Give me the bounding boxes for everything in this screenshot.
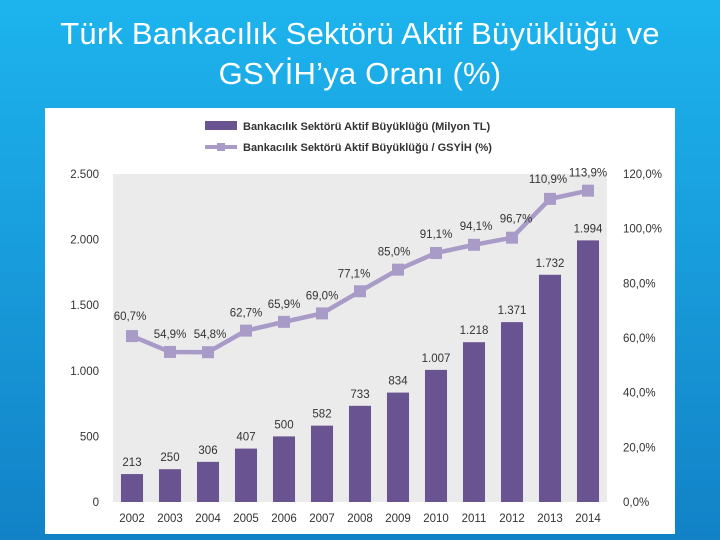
- bar: [424, 369, 448, 502]
- bar-value-label: 1.371: [498, 305, 527, 317]
- legend: Bankacılık Sektörü Aktif Büyüklüğü (Mily…: [205, 121, 492, 154]
- bar-value-label: 213: [122, 457, 141, 469]
- ratio-marker: [202, 346, 214, 359]
- ratio-value-label: 69,0%: [306, 290, 339, 302]
- slide-title: Türk Bankacılık Sektörü Aktif Büyüklüğü …: [0, 14, 720, 94]
- x-tick-label: 2006: [271, 513, 297, 525]
- ratio-value-label: 77,1%: [338, 268, 371, 280]
- y-left-tick-label: 0: [93, 497, 99, 509]
- legend-swatch-bar: [205, 121, 237, 130]
- bar: [234, 448, 258, 502]
- bar-value-label: 1.218: [460, 325, 489, 337]
- bar: [310, 425, 334, 502]
- x-tick-label: 2002: [119, 513, 145, 525]
- x-tick-label: 2012: [499, 513, 525, 525]
- bar-value-label: 500: [274, 419, 293, 431]
- ratio-value-label: 60,7%: [114, 311, 147, 323]
- ratio-marker: [316, 307, 328, 320]
- y-right-tick-label: 20,0%: [623, 442, 656, 454]
- bar-value-label: 1.994: [574, 223, 603, 235]
- ratio-marker: [240, 324, 252, 337]
- y-left-tick-label: 1.000: [70, 366, 99, 378]
- ratio-marker: [468, 238, 480, 251]
- combo-chart: 213 250 306 407 500 582 733 834 1.007 1.218 1.371 1…: [70, 121, 662, 525]
- ratio-value-label: 54,9%: [154, 329, 187, 341]
- y-right-tick-label: 100,0%: [623, 224, 662, 236]
- ratio-value-label: 113,9%: [569, 168, 607, 180]
- legend-swatch-marker: [217, 143, 225, 151]
- line-series: 60,7% 54,9% 54,8%62,7% 65,9% 69,0% 77,1% 85,0%…: [114, 168, 607, 359]
- y-left-tick-label: 2.000: [70, 235, 99, 247]
- ratio-marker: [430, 246, 442, 259]
- axes: 0 500 1.000 1.500 2.000 2.500 0,0% 20,0% 40,0% 60…: [70, 169, 662, 525]
- legend-label-bar: Bankacılık Sektörü Aktif Büyüklüğü (Mily…: [243, 121, 490, 133]
- ratio-value-label: 110,9%: [529, 174, 567, 186]
- x-tick-label: 2011: [462, 513, 487, 525]
- x-tick-label: 2005: [233, 513, 259, 525]
- bar: [272, 436, 296, 502]
- y-left-tick-label: 500: [80, 431, 99, 443]
- x-tick-label: 2008: [347, 513, 373, 525]
- x-tick-label: 2013: [537, 513, 563, 525]
- bar: [348, 405, 372, 502]
- bar: [386, 392, 410, 502]
- ratio-value-label: 96,7%: [500, 214, 533, 226]
- ratio-marker: [278, 315, 290, 328]
- legend-label-line: Bankacılık Sektörü Aktif Büyüklüğü / GSY…: [243, 141, 492, 154]
- y-right-tick-label: 80,0%: [623, 278, 656, 290]
- bar: [158, 469, 182, 502]
- x-tick-label: 2004: [195, 513, 221, 525]
- ratio-value-label: 85,0%: [378, 247, 411, 259]
- y-right-tick-label: 120,0%: [623, 169, 662, 181]
- slide-title-line2: GSYİH’ya Oranı (%): [218, 56, 502, 91]
- y-right-tick-label: 0,0%: [623, 497, 649, 509]
- ratio-marker: [164, 345, 176, 358]
- x-tick-label: 2014: [575, 513, 601, 525]
- y-left-tick-label: 1.500: [70, 300, 99, 312]
- bar-value-label: 407: [236, 432, 255, 444]
- ratio-marker: [126, 330, 138, 343]
- bar: [462, 342, 486, 502]
- bar-value-label: 1.732: [536, 258, 565, 270]
- bar: [120, 474, 144, 502]
- y-left-tick-label: 2.500: [70, 169, 99, 181]
- x-tick-label: 2009: [385, 513, 411, 525]
- x-tick-label: 2010: [423, 513, 449, 525]
- ratio-marker: [582, 184, 594, 197]
- bar: [196, 461, 220, 502]
- ratio-marker: [354, 285, 366, 298]
- slide-title-line1: Türk Bankacılık Sektörü Aktif Büyüklüğü …: [60, 16, 660, 51]
- ratio-value-label: 62,7%: [230, 308, 263, 320]
- ratio-value-label: 65,9%: [268, 299, 301, 311]
- ratio-value-label: 54,8%: [194, 329, 227, 341]
- bar-value-label: 834: [388, 376, 408, 388]
- x-tick-label: 2007: [309, 513, 335, 525]
- ratio-value-label: 91,1%: [420, 229, 453, 241]
- ratio-marker: [506, 231, 518, 244]
- bar-value-label: 582: [312, 409, 331, 421]
- chart-frame: 213 250 306 407 500 582 733 834 1.007 1.218 1.371 1…: [45, 108, 675, 534]
- bar: [576, 240, 600, 502]
- ratio-marker: [392, 263, 404, 276]
- bar: [538, 274, 562, 502]
- bar: [500, 322, 524, 502]
- y-right-tick-label: 60,0%: [623, 333, 656, 345]
- ratio-value-label: 94,1%: [460, 221, 493, 233]
- bar-value-label: 306: [198, 445, 217, 457]
- bar-value-label: 1.007: [422, 353, 451, 365]
- ratio-marker: [544, 192, 556, 205]
- y-right-tick-label: 40,0%: [623, 388, 656, 400]
- x-tick-label: 2003: [157, 513, 183, 525]
- bar-value-label: 250: [160, 452, 179, 464]
- bar-series: 213 250 306 407 500 582 733 834 1.007 1.218 1.371 1…: [120, 223, 603, 502]
- bar-value-label: 733: [350, 389, 369, 401]
